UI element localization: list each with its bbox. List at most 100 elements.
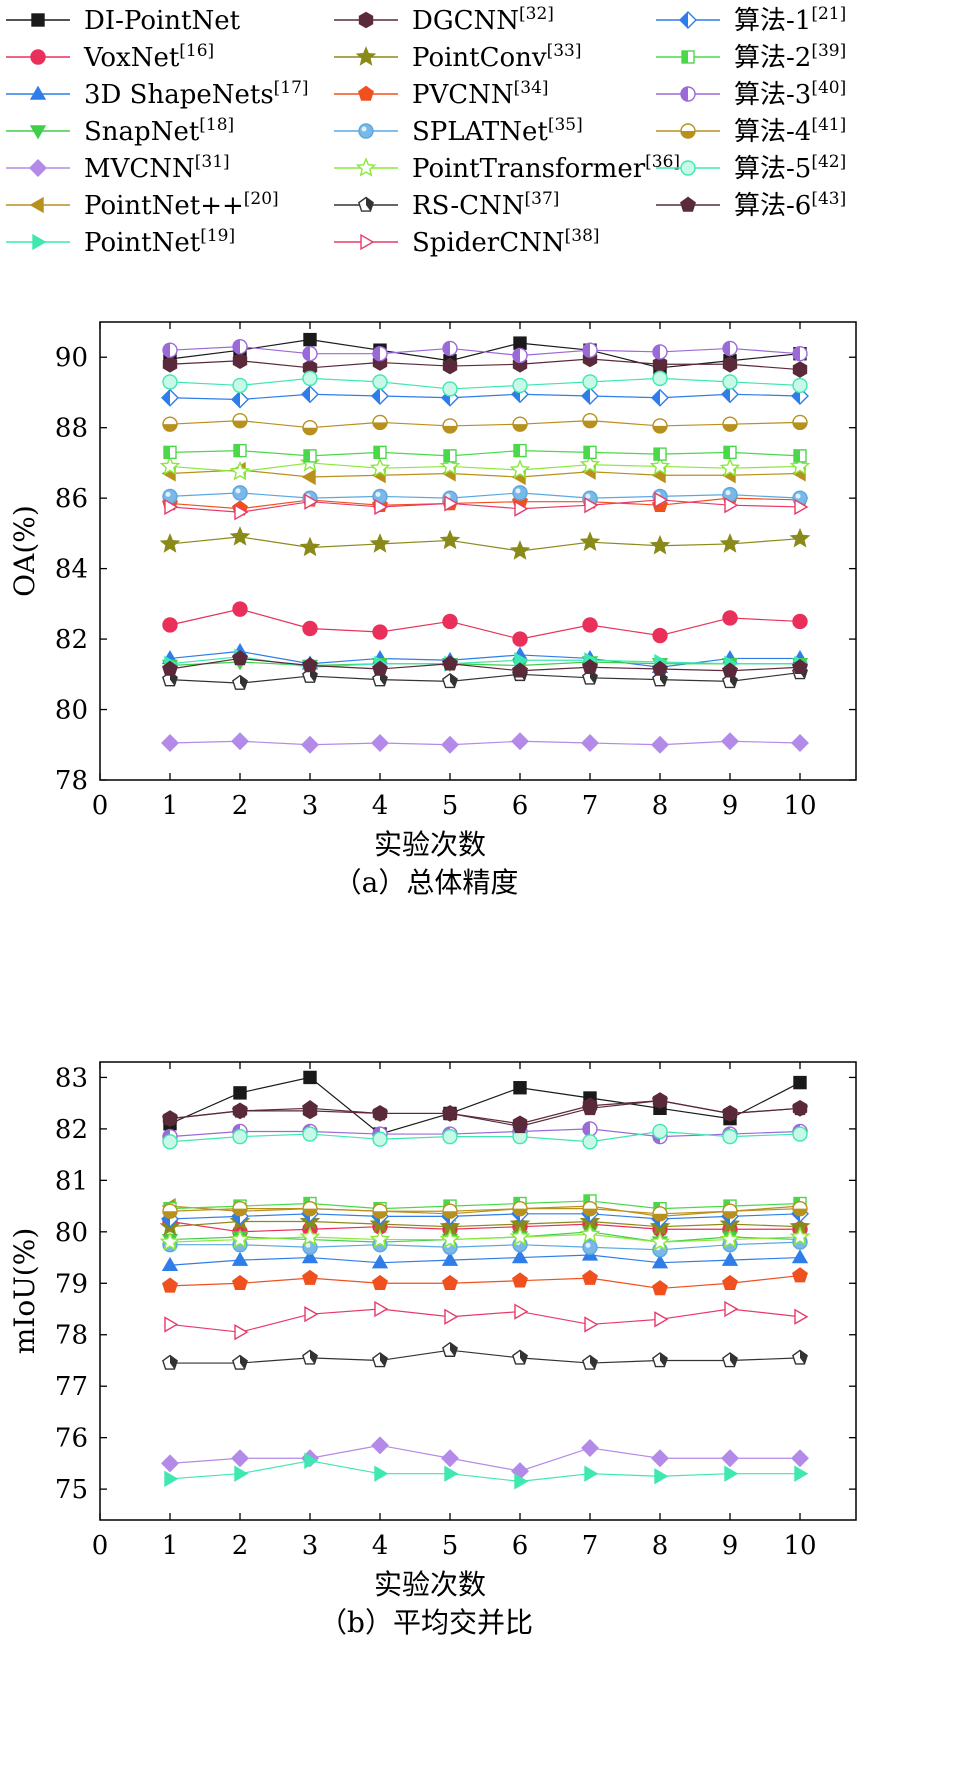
series-line-pointconv <box>169 536 801 552</box>
data-point-algo-6 <box>232 1102 248 1118</box>
series-di-pointnet <box>163 332 807 375</box>
x-tick-label: 3 <box>302 791 319 821</box>
data-point-mvcnn <box>441 735 459 754</box>
legend-item-algo-3: 算法-3[40] <box>656 78 846 110</box>
legend-marker-pointtransformer <box>355 157 377 177</box>
oa-chart: 0 1 2 3 4 5 6 7 8 9 1078808284868890实验次数OA(%)（a）总体… <box>8 321 857 899</box>
legend-item-mvcnn: MVCNN[31] <box>6 152 230 184</box>
chart-legend: DI-PointNet VoxNet[16] 3D ShapeNets[17] Sna… <box>6 4 846 258</box>
x-tick-label: 7 <box>582 1531 599 1561</box>
legend-label: 3D ShapeNets[17] <box>84 78 309 110</box>
data-point-rs-cnn <box>722 1352 738 1368</box>
legend-marker-algo-1 <box>679 11 697 29</box>
data-point-algo-2 <box>793 449 807 463</box>
data-point-rs-cnn <box>512 1349 528 1365</box>
series-algo-4 <box>162 412 808 436</box>
data-point-algo-5 <box>232 1128 248 1145</box>
legend-marker-algo-4 <box>680 123 696 139</box>
data-point-3d-shapenets <box>791 1249 809 1264</box>
data-point-algo-3 <box>512 347 528 364</box>
data-point-algo-4 <box>512 416 528 432</box>
series-algo-6 <box>162 650 808 678</box>
data-point-algo-4 <box>722 1203 738 1219</box>
x-tick-label: 8 <box>652 791 669 821</box>
data-point-algo-4 <box>722 416 738 432</box>
data-point-algo-4 <box>162 1203 178 1219</box>
plot-frame <box>99 321 857 781</box>
x-tick-label: 2 <box>232 1531 249 1561</box>
data-point-pointnet <box>794 1465 809 1482</box>
data-point-rs-cnn <box>792 1349 808 1365</box>
legend-item-rs-cnn: RS-CNN[37] <box>334 189 559 221</box>
legend-marker-3d-shapenets <box>29 85 47 100</box>
series-line-rs-cnn <box>170 1349 801 1364</box>
x-tick-label: 6 <box>512 791 529 821</box>
data-point-splatnet <box>372 488 388 505</box>
legend-label: SpiderCNN[38] <box>412 226 600 258</box>
series-line-mvcnn <box>169 1444 800 1472</box>
data-point-mvcnn <box>651 1449 669 1468</box>
data-point-pointconv <box>789 527 811 548</box>
series-voxnet <box>162 601 808 647</box>
data-point-dgcnn <box>792 361 808 378</box>
data-point-pointnet <box>514 1473 529 1490</box>
data-point-algo-4 <box>372 414 388 431</box>
data-point-algo-5 <box>302 370 318 387</box>
legend-label: PointNet++[20] <box>84 189 279 221</box>
x-tick-label: 2 <box>232 791 249 821</box>
data-point-algo-4 <box>442 1203 458 1219</box>
data-point-pointconv <box>579 531 601 551</box>
data-point-algo-3 <box>372 346 388 362</box>
data-point-pointtransformer <box>439 1228 461 1249</box>
data-point-spidercnn <box>304 493 319 510</box>
data-point-rs-cnn <box>652 1352 668 1368</box>
y-tick-label: 78 <box>55 766 88 796</box>
data-point-spidercnn <box>304 1306 319 1323</box>
data-point-pointconv <box>229 526 251 546</box>
legend-label: 算法-3[40] <box>734 78 846 110</box>
data-point-pointtransformer <box>649 1231 671 1251</box>
data-point-rs-cnn <box>232 674 248 690</box>
data-point-voxnet <box>302 620 318 637</box>
data-point-pointnet <box>164 1470 179 1487</box>
data-point-algo-6 <box>162 660 178 676</box>
data-point-3d-shapenets <box>721 1251 739 1266</box>
y-tick-label: 88 <box>55 414 88 444</box>
data-point-pointtransformer <box>719 457 741 477</box>
data-point-voxnet <box>722 610 738 626</box>
legend-label: PVCNN[34] <box>412 78 549 110</box>
data-point-algo-5 <box>792 1126 808 1142</box>
series-line-algo-4 <box>169 420 801 429</box>
legend-item-pointnet: PointNet[19] <box>6 226 235 258</box>
data-point-algo-3 <box>652 344 668 360</box>
legend-marker-algo-6 <box>680 196 696 212</box>
data-point-pointnet <box>654 1468 669 1485</box>
legend-label: DGCNN[32] <box>412 4 554 36</box>
series-voxnet <box>162 1213 808 1240</box>
data-point-pointnet <box>374 1465 389 1482</box>
data-point-pointconv <box>299 536 321 557</box>
data-point-splatnet <box>232 485 248 501</box>
series-line-splatnet <box>169 492 801 499</box>
y-tick-label: 78 <box>55 1321 88 1351</box>
series-line-pointnet <box>169 1460 800 1483</box>
series-line-spidercnn <box>169 499 801 513</box>
data-point-di-pointnet <box>513 336 527 350</box>
legend-marker-pointnetplusplus <box>29 196 44 214</box>
series-line-voxnet <box>169 608 801 640</box>
series-line-algo-4 <box>169 1208 801 1215</box>
data-point-pointtransformer <box>789 455 811 476</box>
data-point-di-pointnet <box>793 1075 807 1090</box>
legend-item-pointconv: PointConv[33] <box>334 41 582 73</box>
data-point-3d-shapenets <box>371 1254 389 1269</box>
data-point-algo-5 <box>722 1128 738 1145</box>
series-pointnetplusplus <box>161 1197 806 1225</box>
data-point-pointtransformer <box>369 457 391 477</box>
data-point-algo-1 <box>231 390 249 409</box>
series-line-dgcnn <box>169 358 801 371</box>
series-line-algo-3 <box>169 1128 801 1138</box>
data-point-mvcnn <box>161 734 179 752</box>
legend-label: VoxNet[16] <box>83 41 214 73</box>
x-tick-label: 1 <box>162 791 179 821</box>
data-point-algo-6 <box>302 1099 318 1116</box>
